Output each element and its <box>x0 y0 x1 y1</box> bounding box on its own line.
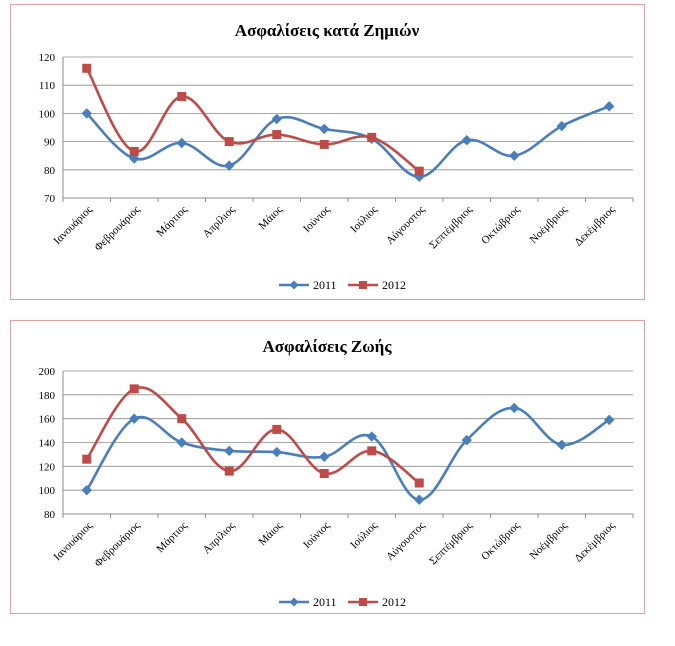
x-tick-label: Απρίλιος <box>201 203 238 240</box>
data-point-2012 <box>82 63 92 73</box>
legend-label-2011: 2011 <box>313 278 337 292</box>
x-tick-label: Ιούνιος <box>301 203 333 235</box>
legend-marker-2011 <box>289 597 299 607</box>
y-tick-label: 140 <box>39 438 56 450</box>
x-tick-label: Νοέμβριος <box>528 203 571 246</box>
x-tick-label: Απρίλιος <box>201 519 238 556</box>
data-point-2011 <box>271 113 282 125</box>
y-tick-label: 160 <box>39 414 56 426</box>
y-tick-label: 90 <box>44 137 56 149</box>
y-tick-label: 70 <box>44 193 56 205</box>
data-point-2011 <box>81 108 92 119</box>
data-point-2011 <box>509 402 520 414</box>
data-point-2011 <box>604 101 615 112</box>
x-tick-label: Μάρτιος <box>154 203 190 239</box>
x-tick-label: Μάιος <box>256 203 285 232</box>
data-point-2011 <box>556 439 567 451</box>
y-tick-label: 120 <box>39 52 56 64</box>
x-tick-label: Φεβρουάριος <box>92 203 142 253</box>
chart-panel-property-insurance: Ασφαλίσεις κατά Ζημιών 70 80 90 100 110 120 Ια… <box>10 4 645 300</box>
data-point-2012 <box>319 468 329 478</box>
x-tick-label: Οκτώβριος <box>479 519 523 563</box>
y-tick-label: 80 <box>44 165 56 177</box>
legend-label-2012: 2012 <box>382 278 406 292</box>
data-point-2011 <box>509 150 520 161</box>
data-point-2011 <box>81 484 92 496</box>
data-point-2012 <box>129 146 139 156</box>
y-tick-label: 110 <box>39 80 56 92</box>
x-tick-label: Οκτώβριος <box>479 203 523 247</box>
data-point-2012 <box>272 130 282 140</box>
x-tick-label: Αύγουστος <box>384 519 428 563</box>
x-tick-label: Ιανουάριος <box>51 519 95 563</box>
x-tick-label: Μάιος <box>256 519 285 548</box>
x-tick-label: Μάρτιος <box>154 519 190 555</box>
x-tick-label: Ιούνιος <box>301 519 333 551</box>
data-point-2011 <box>366 431 377 442</box>
x-tick-label: Σεπτέμβριος <box>427 519 475 567</box>
data-point-2012 <box>224 466 234 476</box>
data-point-2012 <box>177 414 187 424</box>
legend-label-2011: 2011 <box>313 595 337 609</box>
data-point-2011 <box>319 451 330 463</box>
data-point-2011 <box>271 446 282 458</box>
data-point-2012 <box>82 454 92 464</box>
legend-marker-2012 <box>359 598 367 606</box>
y-tick-label: 200 <box>39 366 56 378</box>
legend-marker-2011 <box>289 280 299 290</box>
x-tick-label: Δεκέμβριος <box>572 203 617 248</box>
line-chart-property-insurance: Ασφαλίσεις κατά Ζημιών 70 80 90 100 110 120 Ια… <box>39 21 634 292</box>
legend-label-2012: 2012 <box>382 595 406 609</box>
x-tick-label: Αύγουστος <box>384 203 428 247</box>
data-point-2012 <box>367 446 377 456</box>
x-tick-label: Ιανουάριος <box>51 203 95 247</box>
data-point-2012 <box>272 424 282 434</box>
data-point-2011 <box>224 160 235 171</box>
data-point-2011 <box>176 137 187 149</box>
x-tick-label: Σεπτέμβριος <box>427 203 475 251</box>
legend-marker-2012 <box>359 281 367 289</box>
x-tick-label: Ιούλιος <box>348 203 380 235</box>
data-point-2011 <box>556 120 567 132</box>
data-point-2012 <box>414 166 424 176</box>
x-tick-label: Δεκέμβριος <box>572 519 617 564</box>
y-tick-label: 80 <box>44 509 56 521</box>
x-tick-label: Φεβρουάριος <box>92 519 142 569</box>
y-tick-label: 120 <box>39 461 56 473</box>
data-point-2011 <box>604 414 615 426</box>
x-tick-label: Νοέμβριος <box>528 519 571 562</box>
y-tick-label: 100 <box>39 108 56 120</box>
y-tick-label: 180 <box>39 390 56 402</box>
x-tick-label: Ιούλιος <box>348 519 380 551</box>
y-tick-label: 100 <box>39 485 56 497</box>
data-point-2011 <box>176 437 187 448</box>
data-point-2011 <box>414 494 425 505</box>
data-point-2011 <box>224 445 235 457</box>
data-point-2012 <box>224 137 234 147</box>
data-point-2012 <box>177 91 187 101</box>
data-point-2011 <box>129 153 140 164</box>
data-point-2012 <box>319 139 329 149</box>
line-chart-life-insurance: Ασφαλίσεις Ζωής 80 100 120 140 160 180 200 Ιανο… <box>39 337 634 609</box>
data-point-2011 <box>129 413 140 424</box>
data-point-2011 <box>319 123 330 135</box>
data-point-2012 <box>367 132 377 142</box>
series-line-2011 <box>85 406 610 502</box>
chart-title: Ασφαλίσεις Ζωής <box>262 337 392 356</box>
chart-panel-life-insurance: Ασφαλίσεις Ζωής 80 100 120 140 160 180 200 Ιανο… <box>10 320 645 614</box>
data-point-2012 <box>414 478 424 488</box>
data-point-2012 <box>129 384 139 394</box>
data-point-2011 <box>461 434 472 446</box>
data-point-2011 <box>461 134 472 146</box>
chart-title: Ασφαλίσεις κατά Ζημιών <box>235 21 420 40</box>
